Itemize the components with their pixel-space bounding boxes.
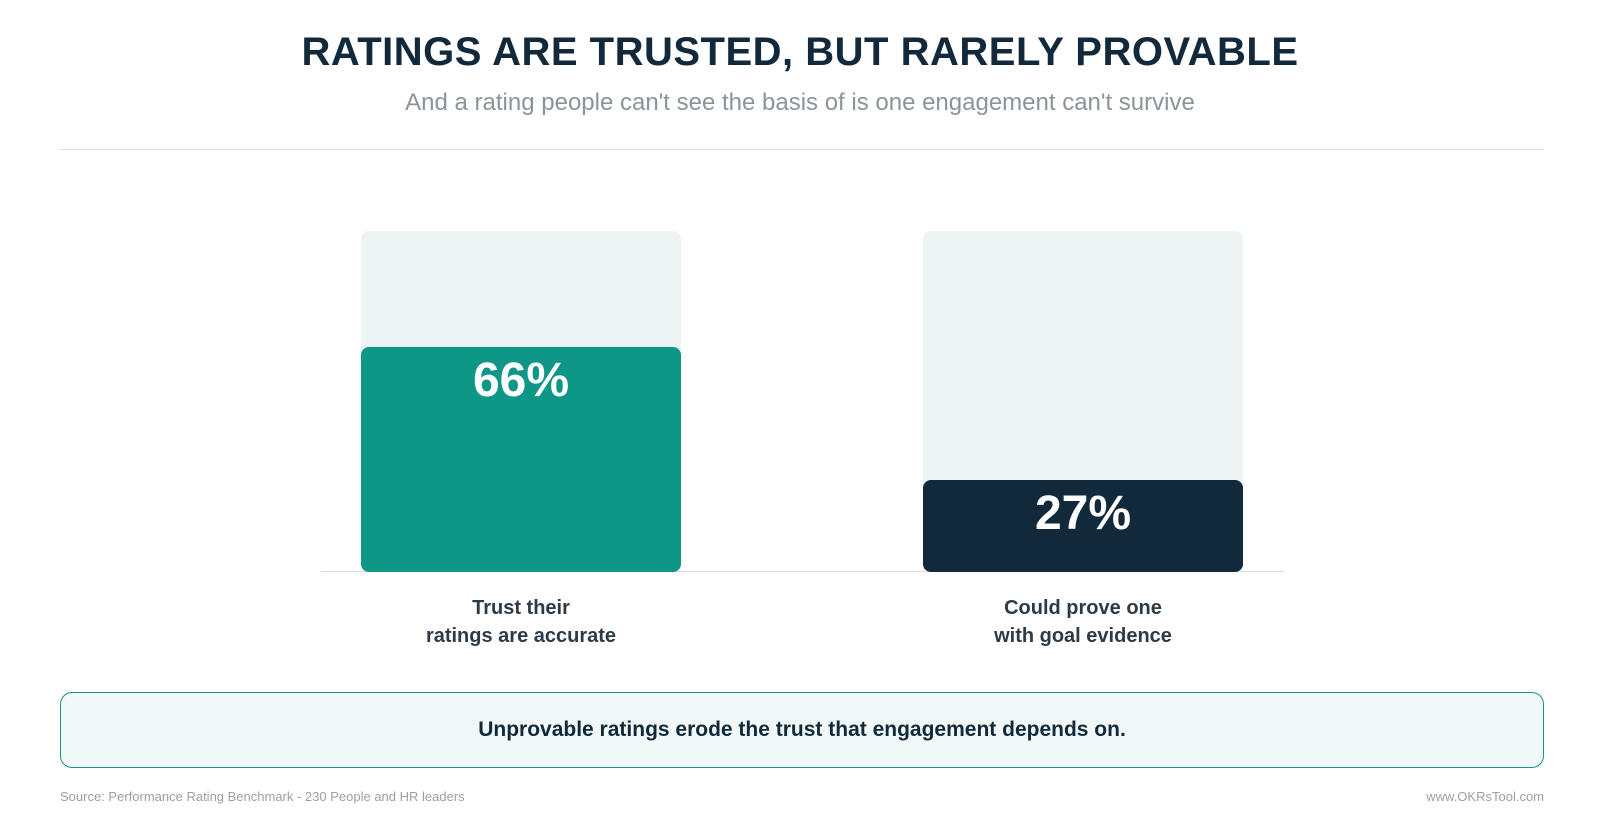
- bar-value-label-1: 66%: [472, 354, 570, 407]
- site-url: www.OKRsTool.com: [1426, 789, 1544, 804]
- page-title: RATINGS ARE TRUSTED, BUT RARELY PROVABLE: [301, 30, 1299, 74]
- bar-1: [361, 347, 681, 572]
- page-subtitle: And a rating people can't see the basis …: [405, 89, 1195, 116]
- source-note: Source: Performance Rating Benchmark - 2…: [60, 789, 465, 804]
- insight-callout-text: Unprovable ratings erode the trust that …: [478, 718, 1126, 741]
- category-label-2: Could prove one with goal evidence: [994, 597, 1172, 647]
- chart-baseline: [321, 571, 1284, 572]
- insight-callout: Unprovable ratings erode the trust that …: [60, 692, 1544, 768]
- bar-value-label-2: 27%: [1034, 487, 1132, 540]
- bar-2: [923, 480, 1243, 572]
- header-divider: [60, 149, 1544, 150]
- category-label-1: Trust their ratings are accurate: [425, 597, 617, 647]
